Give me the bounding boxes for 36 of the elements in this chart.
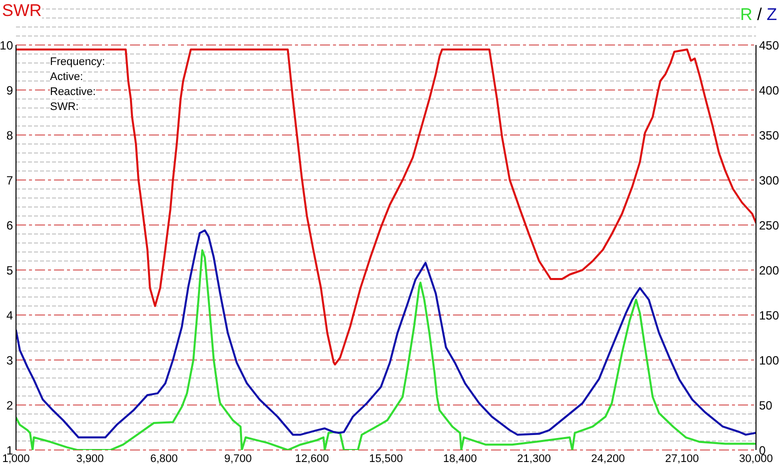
y2-tick-label: 150: [759, 308, 780, 322]
x-tick-label: 21,300: [517, 452, 551, 465]
x-tick-label: 30,000: [739, 452, 773, 465]
x-tick-label: 9,700: [224, 452, 252, 465]
y-tick-label: 6: [6, 218, 14, 232]
y-tick-label: 4: [6, 308, 14, 322]
y2-axis-title: R / Z: [740, 5, 777, 24]
y-tick-label: 2: [6, 398, 14, 412]
y-tick-label: 8: [6, 128, 14, 142]
y2-tick-label: 450: [759, 38, 780, 52]
annotation: Frequency:: [50, 55, 106, 69]
x-tick-label: 18,400: [443, 452, 477, 465]
y2-tick-label: 350: [759, 128, 780, 142]
annotation: Reactive:: [50, 85, 96, 99]
x-tick-label: 6,800: [150, 452, 178, 465]
y2-tick-label: 250: [759, 218, 780, 232]
x-tick-label: 3,900: [76, 452, 104, 465]
y2-tick-label: 200: [759, 263, 780, 278]
y-tick-label: 7: [6, 173, 14, 188]
y-tick-label: 9: [6, 83, 14, 98]
y2-tick-label: 400: [759, 83, 780, 98]
annotation: SWR:: [50, 100, 79, 114]
y2-tick-label: 300: [759, 173, 780, 188]
x-tick-label: 27,100: [665, 452, 699, 465]
y2-tick-label: 100: [759, 353, 780, 368]
x-tick-label: 12,600: [295, 452, 329, 465]
y-tick-label: 3: [6, 353, 14, 368]
y-axis-title: SWR: [2, 0, 42, 21]
y-tick-label: 10: [0, 38, 14, 52]
x-tick-label: 24,200: [591, 452, 625, 465]
line-series: [16, 48, 756, 366]
annotation: Active:: [50, 70, 84, 84]
x-tick-label: 1,000: [2, 452, 30, 465]
y-tick-label: 5: [6, 263, 14, 278]
y2-tick-label: 50: [759, 398, 773, 412]
x-tick-label: 15,500: [369, 452, 403, 465]
